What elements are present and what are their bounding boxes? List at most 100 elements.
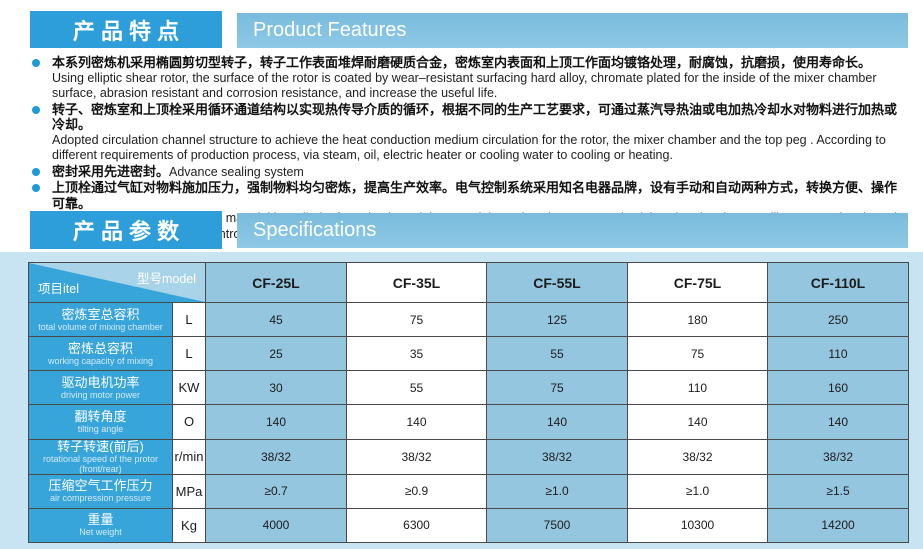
row-label-en: tilting angle [77, 423, 124, 434]
value-cell: 160 [767, 370, 909, 406]
value-cell: ≥1.5 [767, 473, 909, 509]
value-cell: 75 [486, 370, 628, 406]
row-label-en: driving motor power [60, 389, 141, 400]
specs-title-cn: 产 品 参 数 [30, 211, 222, 249]
feature-bullet-text: 密封采用先进密封。Advance sealing system [52, 164, 304, 181]
value-cell: 25 [205, 336, 347, 372]
value-cell: 110 [627, 370, 768, 406]
row-label-cn: 重量 [87, 512, 114, 528]
value-cell: 35 [346, 336, 487, 372]
feature-text-en: Advance sealing system [169, 164, 304, 179]
value-cell: ≥0.9 [346, 473, 487, 509]
row-label-cn: 驱动电机功率 [61, 374, 140, 390]
corner-label-model: 型号model [136, 272, 196, 286]
row-unit: L [172, 336, 206, 372]
value-cell: 55 [486, 336, 628, 372]
feature-text-cn: 密封采用先进密封。 [52, 163, 170, 179]
row-label: 密炼总容积 working capacity of mixing [28, 336, 173, 372]
value-cell: 250 [767, 301, 909, 338]
value-cell: 140 [627, 404, 768, 440]
value-cell: 180 [627, 301, 768, 338]
model-header: CF-55L [486, 262, 628, 303]
value-cell: 4000 [205, 507, 347, 544]
row-label-cn: 转子转速(前后) [57, 439, 144, 454]
row-label: 驱动电机功率 driving motor power [28, 370, 173, 406]
corner-label-item: 项目itel [38, 282, 79, 296]
value-cell: 38/32 [346, 438, 487, 475]
value-cell: 110 [767, 336, 909, 372]
value-cell: 38/32 [205, 438, 347, 475]
feature-bullet: 本系列密炼机采用椭圆剪切型转子，转子工作表面堆焊耐磨硬质合金，密炼室内表面和上顶… [30, 55, 908, 102]
value-cell: 30 [205, 370, 347, 406]
model-header: CF-110L [767, 262, 909, 303]
model-header: CF-75L [627, 262, 768, 303]
value-cell: 140 [346, 404, 487, 440]
spec-table-header: 型号model 项目itel CF-25L CF-35L CF-55L CF-7… [28, 262, 909, 303]
features-title-cn: 产 品 特 点 [30, 11, 222, 48]
spec-row: 密炼室总容积 total volume of mixing chamber L 45 7… [28, 301, 909, 338]
value-cell: ≥0.7 [205, 473, 347, 509]
value-cell: 38/32 [767, 438, 909, 475]
row-label-en: rotational speed of the protor (front/re… [42, 453, 159, 474]
row-label-en: air compression pressure [49, 493, 152, 504]
bullet-dot-icon [32, 105, 40, 114]
row-label-cn: 翻转角度 [74, 408, 127, 424]
value-cell: 6300 [346, 507, 487, 544]
row-unit: L [172, 301, 206, 338]
value-cell: 125 [486, 301, 628, 338]
value-cell: 38/32 [627, 438, 768, 475]
row-unit: MPa [172, 473, 206, 509]
feature-text-en: Using elliptic shear rotor, the surface … [52, 70, 877, 101]
value-cell: 7500 [486, 507, 628, 544]
row-unit: O [172, 404, 206, 440]
value-cell: 10300 [627, 507, 768, 544]
bullet-dot-icon [32, 59, 40, 67]
feature-text-cn: 上顶栓通过气缸对物料施加压力，强制物料均匀密炼，提高生产效率。电气控制系统采用知… [52, 180, 898, 211]
row-label-en: working capacity of mixing [47, 355, 154, 366]
feature-bullet-text: 本系列密炼机采用椭圆剪切型转子，转子工作表面堆焊耐磨硬质合金，密炼室内表面和上顶… [52, 55, 908, 102]
spec-row: 重量 Net weight Kg 4000 6300 7500 10300 14200 [28, 507, 909, 544]
spec-row: 翻转角度 tilting angle O 140 140 140 140 140 [28, 404, 909, 440]
row-label: 密炼室总容积 total volume of mixing chamber [28, 301, 173, 338]
model-header: CF-25L [205, 262, 347, 303]
row-label: 压缩空气工作压力 air compression pressure [28, 473, 173, 509]
spec-table: 型号model 项目itel CF-25L CF-35L CF-55L CF-7… [28, 262, 909, 544]
row-label-en: total volume of mixing chamber [38, 321, 163, 332]
row-label: 转子转速(前后) rotational speed of the protor (… [28, 438, 173, 475]
value-cell: 14200 [767, 507, 909, 544]
features-title-en: Product Features [237, 13, 908, 48]
feature-text-cn: 本系列密炼机采用椭圆剪切型转子，转子工作表面堆焊耐磨硬质合金，密炼室内表面和上顶… [52, 55, 872, 70]
row-unit: KW [172, 370, 206, 406]
feature-text-cn: 转子、密炼室和上顶栓采用循环通道结构以实现热传导介质的循环，根据不同的生产工艺要… [52, 101, 898, 133]
value-cell: 75 [627, 336, 768, 372]
feature-bullet-text: 转子、密炼室和上顶栓采用循环通道结构以实现热传导介质的循环，根据不同的生产工艺要… [52, 102, 908, 164]
value-cell: 55 [346, 370, 487, 406]
row-unit: Kg [172, 507, 206, 544]
bullet-dot-icon [32, 167, 40, 176]
row-unit: r/min [172, 438, 206, 475]
row-label: 翻转角度 tilting angle [28, 404, 173, 440]
row-label-cn: 密炼总容积 [67, 340, 133, 356]
value-cell: ≥1.0 [627, 473, 768, 509]
row-label-cn: 压缩空气工作压力 [48, 478, 153, 494]
spec-row: 驱动电机功率 driving motor power KW 30 55 75 110 160 [28, 370, 909, 406]
value-cell: 140 [205, 404, 347, 440]
model-header: CF-35L [346, 262, 487, 303]
feature-text-en: Adopted circulation channel structure to… [52, 132, 886, 163]
row-label-en: Net weight [79, 527, 122, 538]
value-cell: 38/32 [486, 438, 628, 475]
bullet-dot-icon [32, 184, 40, 192]
value-cell: ≥1.0 [486, 473, 628, 509]
value-cell: 140 [767, 404, 909, 440]
spec-row: 压缩空气工作压力 air compression pressure MPa ≥0.7 ≥… [28, 473, 909, 509]
feature-bullet: 转子、密炼室和上顶栓采用循环通道结构以实现热传导介质的循环，根据不同的生产工艺要… [30, 102, 908, 164]
value-cell: 140 [486, 404, 628, 440]
feature-bullet: 密封采用先进密封。Advance sealing system [30, 164, 908, 181]
spec-row: 密炼总容积 working capacity of mixing L 25 35 55 75… [28, 336, 909, 372]
value-cell: 75 [346, 301, 487, 338]
specs-title-en: Specifications [237, 213, 908, 248]
spec-row: 转子转速(前后) rotational speed of the protor (… [28, 438, 909, 475]
row-label-cn: 密炼室总容积 [61, 306, 140, 322]
model-header-row: 型号model 项目itel CF-25L CF-35L CF-55L CF-7… [28, 262, 909, 303]
